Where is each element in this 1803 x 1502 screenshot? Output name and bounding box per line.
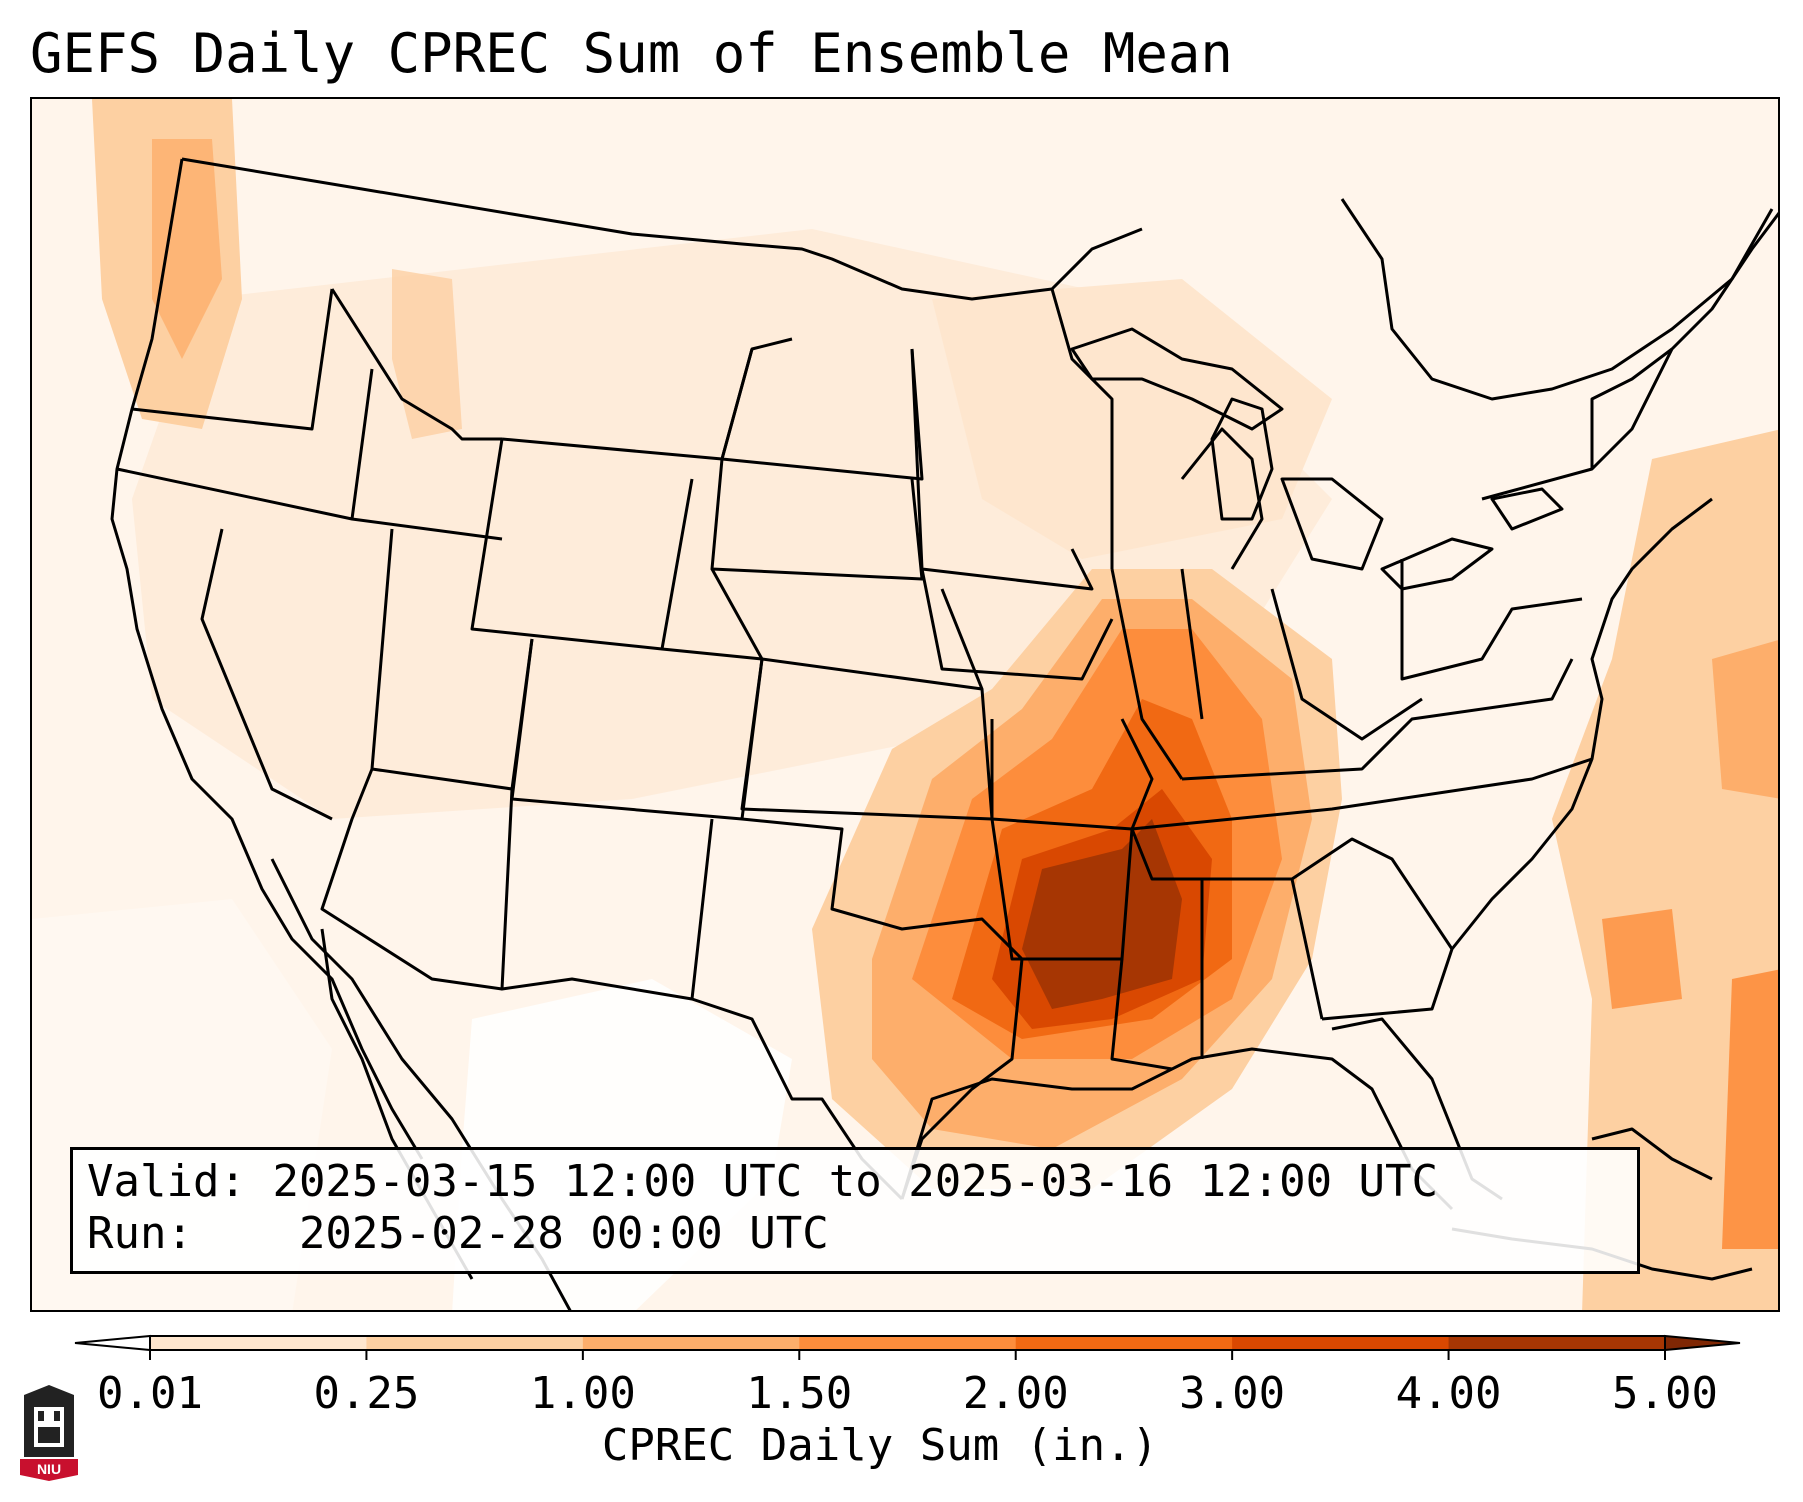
colorbar-segment	[799, 1336, 1017, 1350]
colorbar-tick-label: 1.00	[530, 1368, 636, 1419]
colorbar-segment	[1015, 1336, 1233, 1350]
colorbar-segment	[366, 1336, 584, 1350]
colorbar-tick-label: 4.00	[1396, 1368, 1502, 1419]
colorbar-tick-label: 1.50	[746, 1368, 852, 1419]
precip-map: Valid: 2025-03-15 12:00 UTC to 2025-03-1…	[30, 97, 1780, 1312]
colorbar-tick-label: 0.01	[97, 1368, 203, 1419]
colorbar-over-arrow	[1664, 1334, 1741, 1352]
valid-label: Valid:	[87, 1156, 246, 1207]
map-title: GEFS Daily CPREC Sum of Ensemble Mean	[30, 22, 1233, 85]
colorbar-under-arrow	[74, 1334, 151, 1352]
logo-text: NIU	[37, 1461, 61, 1477]
colorbar-outline	[149, 1335, 1666, 1351]
colorbar-tick-label: 3.00	[1179, 1368, 1285, 1419]
colorbar: 0.01 0.25 1.00 1.50 2.00 3.00 4.00 5.00 CPREC D…	[74, 1334, 1741, 1471]
colorbar-label: CPREC Daily Sum (in.)	[602, 1420, 1158, 1471]
validity-info-box: Valid: 2025-03-15 12:00 UTC to 2025-03-1…	[70, 1147, 1640, 1274]
colorbar-segment	[1448, 1336, 1666, 1350]
colorbar-ticks: 0.01 0.25 1.00 1.50 2.00 3.00 4.00 5.00	[97, 1350, 1718, 1419]
colorbar-segments	[74, 1334, 1741, 1352]
map-canvas	[32, 99, 1778, 1310]
colorbar-segment	[150, 1336, 367, 1350]
colorbar-tick-label: 0.25	[313, 1368, 419, 1419]
run-text: 2025-02-28 00:00 UTC	[298, 1208, 829, 1259]
colorbar-tick-label: 5.00	[1612, 1368, 1718, 1419]
state-borders	[110, 157, 1778, 1310]
colorbar-segment	[1232, 1336, 1450, 1350]
run-label: Run:	[87, 1208, 193, 1259]
valid-text: 2025-03-15 12:00 UTC to 2025-03-16 12:00…	[272, 1156, 1439, 1207]
colorbar-segment	[582, 1336, 800, 1350]
precip-shading	[32, 99, 1778, 1310]
niu-logo: NIU	[20, 1385, 78, 1481]
colorbar-tick-label: 2.00	[963, 1368, 1069, 1419]
